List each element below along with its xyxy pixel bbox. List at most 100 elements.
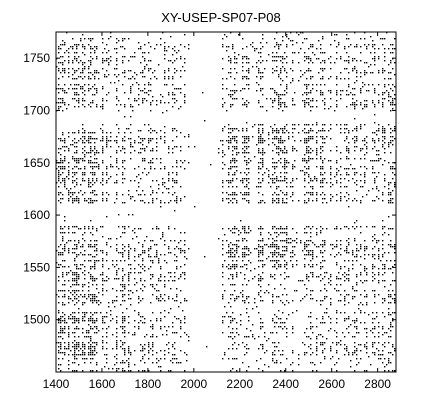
data-point (106, 336, 108, 338)
data-point (312, 194, 314, 196)
data-point (360, 244, 362, 246)
data-point (258, 132, 260, 134)
data-point (162, 184, 164, 186)
data-point (78, 276, 80, 278)
data-point (84, 132, 86, 134)
data-point (302, 280, 304, 282)
data-point (316, 122, 318, 124)
data-point (390, 362, 392, 364)
data-point (284, 272, 286, 274)
data-point (384, 346, 386, 348)
data-point (284, 326, 286, 328)
data-point (372, 84, 374, 86)
data-point (248, 232, 250, 234)
data-point (390, 62, 392, 64)
data-point (294, 124, 296, 126)
data-point (74, 106, 76, 108)
data-point (346, 200, 348, 202)
data-point (352, 130, 354, 132)
data-point (94, 200, 96, 202)
data-point (258, 60, 260, 62)
data-point (180, 146, 182, 148)
data-point (226, 180, 228, 182)
data-point (382, 240, 384, 242)
data-point (168, 178, 170, 180)
data-point (82, 78, 84, 80)
data-point (84, 284, 86, 286)
data-point (280, 300, 282, 302)
data-point (232, 160, 234, 162)
data-point (60, 98, 62, 100)
data-point (246, 312, 248, 314)
data-point (264, 140, 266, 142)
data-point (274, 46, 276, 48)
data-point (302, 130, 304, 132)
data-point (348, 168, 350, 170)
data-point (88, 162, 90, 164)
data-point (74, 280, 76, 282)
data-point (102, 320, 104, 322)
data-point (372, 322, 374, 324)
data-point (356, 276, 358, 278)
data-point (76, 94, 78, 96)
data-point (156, 256, 158, 258)
data-point (58, 84, 60, 86)
data-point (138, 136, 140, 138)
data-point (312, 46, 314, 48)
data-point (60, 88, 62, 90)
data-point (344, 348, 346, 350)
data-point (278, 74, 280, 76)
data-point (336, 124, 338, 126)
data-point (348, 228, 350, 230)
data-point (382, 274, 384, 276)
data-point (164, 126, 166, 128)
data-point (184, 46, 186, 48)
data-point (180, 326, 182, 328)
data-point (66, 322, 68, 324)
data-point (346, 192, 348, 194)
data-point (362, 140, 364, 142)
data-point (304, 52, 306, 54)
data-point (264, 336, 266, 338)
data-point (344, 186, 346, 188)
data-point (310, 348, 312, 350)
data-point (376, 196, 378, 198)
data-point (308, 152, 310, 154)
data-point (142, 148, 144, 150)
data-point (112, 334, 114, 336)
data-point (394, 126, 396, 128)
data-point (68, 332, 70, 334)
data-point (222, 298, 224, 300)
data-point (222, 98, 224, 100)
data-point (286, 106, 288, 108)
data-point (330, 346, 332, 348)
data-point (150, 240, 152, 242)
data-point (232, 174, 234, 176)
data-point (378, 332, 380, 334)
data-point (246, 56, 248, 58)
data-point (116, 152, 118, 154)
data-point (164, 300, 166, 302)
data-point (336, 200, 338, 202)
data-point (280, 274, 282, 276)
data-point (132, 110, 134, 112)
data-point (68, 198, 70, 200)
data-point (352, 336, 354, 338)
data-point (58, 312, 60, 314)
data-point (82, 264, 84, 266)
data-point (336, 104, 338, 106)
data-point (82, 254, 84, 256)
data-point (274, 182, 276, 184)
data-point (60, 232, 62, 234)
data-point (294, 166, 296, 168)
data-point (260, 290, 262, 292)
data-point (138, 298, 140, 300)
data-point (286, 300, 288, 302)
data-point (378, 102, 380, 104)
data-point (102, 328, 104, 330)
data-point (172, 84, 174, 86)
data-point (62, 70, 64, 72)
data-point (96, 150, 98, 152)
data-point (268, 238, 270, 240)
data-point (258, 152, 260, 154)
